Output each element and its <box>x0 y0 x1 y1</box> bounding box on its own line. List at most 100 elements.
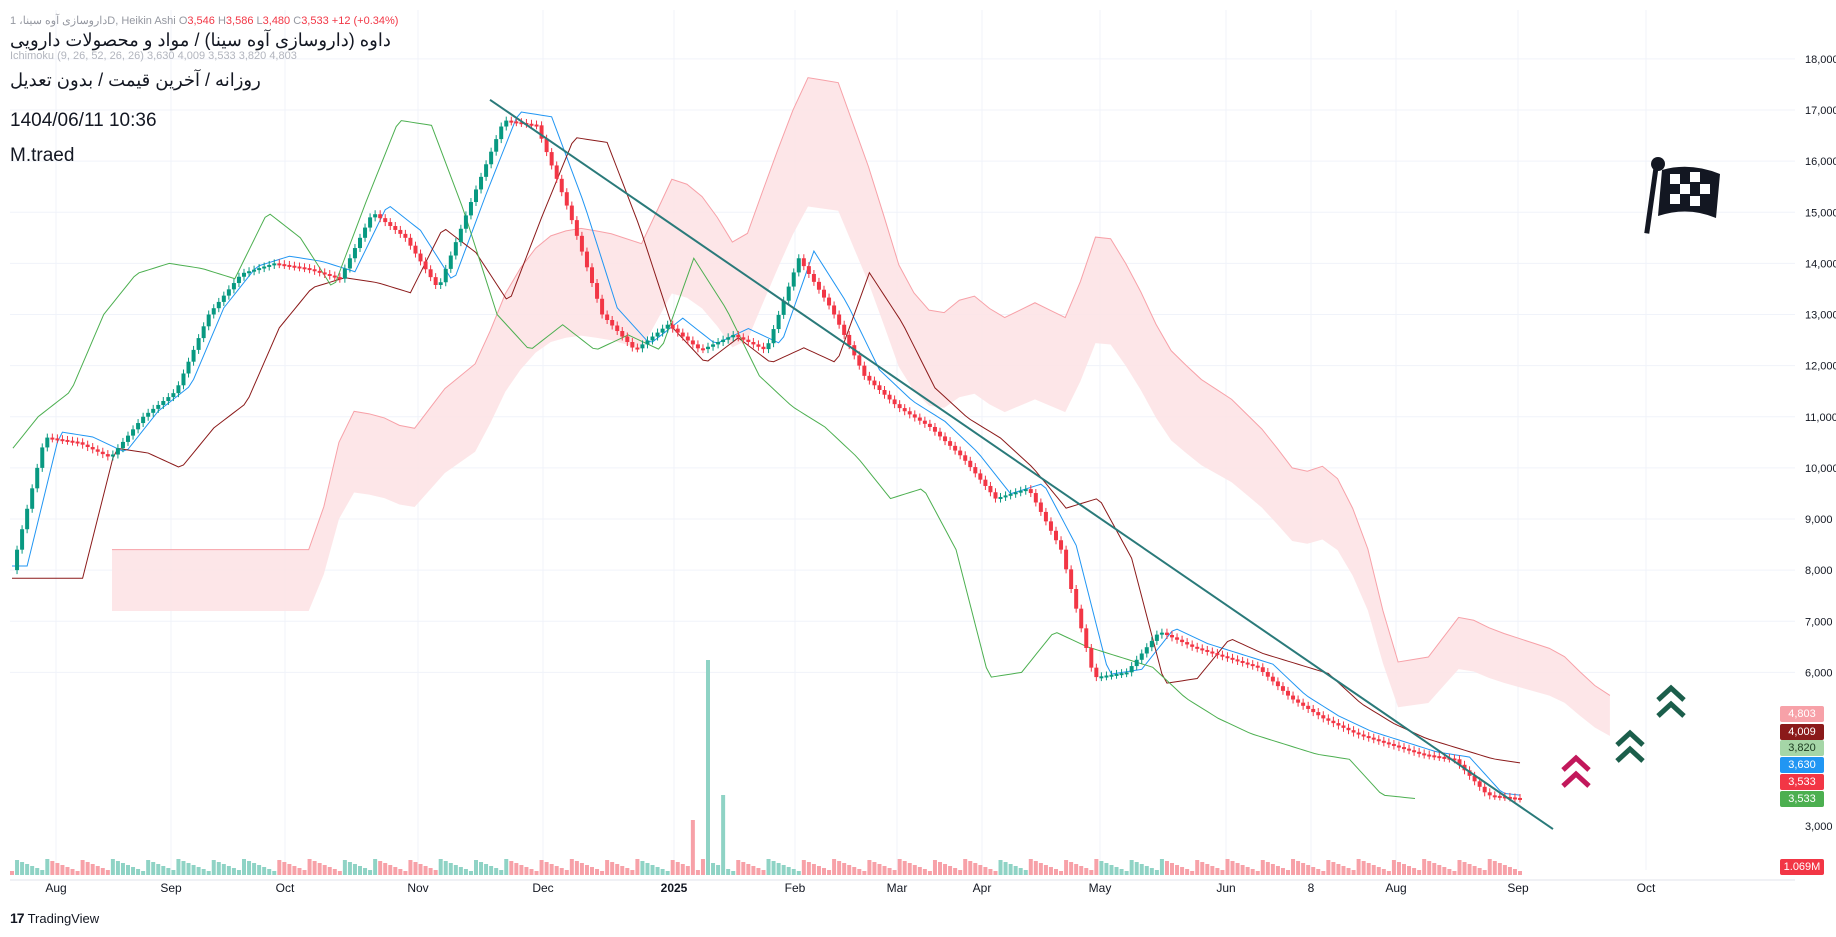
candle-body <box>872 380 877 386</box>
volume-bar <box>736 860 741 875</box>
candle-body <box>262 266 267 269</box>
tradingview-logo[interactable]: 17 TradingView <box>10 910 100 926</box>
volume-bar <box>1190 871 1195 875</box>
volume-bar <box>1341 866 1346 875</box>
volume-bar <box>35 868 40 875</box>
volume-bar <box>201 869 206 875</box>
candle-body <box>1104 675 1109 678</box>
candle-body <box>892 399 897 405</box>
candle-body <box>912 414 917 418</box>
volume-bar <box>196 867 201 875</box>
candle-body <box>1225 656 1230 659</box>
candle-body <box>141 416 146 424</box>
volume-bar <box>539 860 544 875</box>
y-tick-label: 11,000 <box>1805 412 1836 424</box>
volume-bar <box>1407 866 1412 875</box>
candle-body <box>1144 647 1149 654</box>
volume-bar <box>882 866 887 875</box>
x-tick-label: Nov <box>407 881 428 895</box>
candle-body <box>1220 654 1225 657</box>
price-tag: 3,533 <box>1780 791 1824 807</box>
volume-bar <box>1427 861 1432 875</box>
volume-bar <box>45 859 50 875</box>
candle-body <box>1452 758 1457 761</box>
volume-bar <box>529 869 534 875</box>
volume-bar <box>685 866 690 875</box>
volume-bar <box>1164 861 1169 875</box>
volume-bar <box>1275 866 1280 875</box>
volume-bar <box>695 870 700 875</box>
volume-bar <box>1472 866 1477 875</box>
candle-body <box>1059 540 1064 550</box>
volume-bar <box>1371 865 1376 875</box>
candle-body <box>146 412 151 417</box>
x-tick-label: Jun <box>1216 881 1235 895</box>
price-tag: 4,009 <box>1780 724 1824 740</box>
volume-bar <box>161 866 166 875</box>
candle-body <box>373 214 378 218</box>
candle-body <box>408 237 413 246</box>
volume-bar <box>247 861 252 875</box>
volume-bar <box>771 861 776 875</box>
volume-bar <box>1069 862 1074 875</box>
candle-body <box>1437 756 1442 759</box>
volume-bar <box>277 860 282 875</box>
volume-bar <box>10 871 14 875</box>
candle-body <box>590 267 594 284</box>
candle-body <box>771 329 776 344</box>
volume-bar <box>136 869 141 875</box>
volume-bar <box>786 867 791 875</box>
candle-body <box>559 178 564 193</box>
volume-bar <box>640 861 645 875</box>
ohlc-legend: داروسازی آوه سینا، 1D, Heikin Ashi O3,54… <box>10 15 399 27</box>
candle-body <box>383 218 388 223</box>
volume-bar <box>958 870 963 875</box>
candle-body <box>1336 723 1341 726</box>
volume-bar <box>670 860 675 875</box>
x-tick-label: Aug <box>45 881 66 895</box>
candle-body <box>322 272 327 275</box>
candle-body <box>584 251 589 268</box>
candle-body <box>30 488 35 509</box>
close-value: 3,533 <box>301 15 329 27</box>
y-tick-label: 10,000 <box>1805 463 1836 475</box>
candle-body <box>1064 549 1069 570</box>
candle-body <box>126 435 130 442</box>
volume-bar <box>1245 867 1250 875</box>
candle-body <box>1381 740 1386 743</box>
candle-body <box>1235 659 1240 662</box>
candle-body <box>610 320 615 326</box>
candle-body <box>1054 530 1058 541</box>
candle-body <box>1457 759 1462 765</box>
candle-body <box>317 270 322 273</box>
senkou-a-line <box>112 77 1611 696</box>
candle-body <box>998 496 1003 499</box>
candle-body <box>347 258 352 269</box>
volume-bar <box>1003 862 1008 875</box>
trendline-line <box>489 98 1554 830</box>
low-value: 3,480 <box>262 15 291 27</box>
candle-body <box>1205 649 1210 652</box>
y-tick-label: 14,000 <box>1805 258 1836 270</box>
volume-bar <box>1477 868 1482 875</box>
volume-bar <box>660 869 665 875</box>
volume-bar <box>358 866 362 875</box>
candle-body <box>554 165 559 179</box>
symbol-line: داروسازی آوه سینا، 1D, Heikin Ashi <box>10 15 176 27</box>
candle-body <box>267 264 272 267</box>
candle-body <box>242 272 246 277</box>
candle-body <box>822 289 826 298</box>
volume-bar <box>1235 863 1240 875</box>
volume-bar <box>700 859 705 875</box>
candle-body <box>393 226 398 230</box>
candle-body <box>1195 646 1200 649</box>
volume-bar <box>1033 861 1038 875</box>
volume-bar <box>1054 869 1058 875</box>
candle-body <box>1482 786 1487 793</box>
volume-bar <box>1240 865 1245 875</box>
volume-bar <box>418 864 423 875</box>
volume-bar <box>1260 860 1265 875</box>
volume-bar <box>1205 864 1210 875</box>
candle-body <box>988 485 993 493</box>
